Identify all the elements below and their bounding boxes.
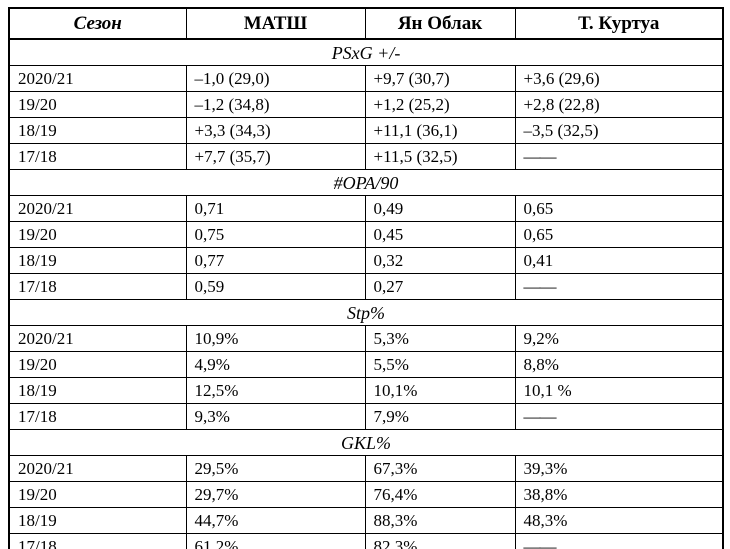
header-matsh: МАТШ [185,7,366,40]
section-header-row: GKL% [8,429,724,456]
value-cell: 0,59 [185,273,366,300]
section-title: #OPA/90 [8,169,724,196]
value-cell: +11,1 (36,1) [364,117,516,144]
value-cell: +11,5 (32,5) [364,143,516,170]
section-title: Stp% [8,299,724,326]
no-data-dash: —— [514,273,724,300]
value-cell: 0,32 [364,247,516,274]
table-row: 18/19 0,77 0,32 0,41 [8,247,724,274]
table-row: 19/20 –1,2 (34,8) +1,2 (25,2) +2,8 (22,8… [8,91,724,118]
value-cell: 10,1% [364,377,516,404]
value-cell: +2,8 (22,8) [514,91,724,118]
table-row: 19/20 0,75 0,45 0,65 [8,221,724,248]
season-cell: 19/20 [8,91,187,118]
section-header-row: #OPA/90 [8,169,724,196]
season-cell: 2020/21 [8,325,187,352]
header-season: Сезон [8,7,187,40]
value-cell: –1,2 (34,8) [185,91,366,118]
season-cell: 19/20 [8,481,187,508]
value-cell: +3,6 (29,6) [514,65,724,92]
value-cell: 10,9% [185,325,366,352]
no-data-dash: —— [514,143,724,170]
season-cell: 18/19 [8,247,187,274]
section-header-row: Stp% [8,299,724,326]
value-cell: +7,7 (35,7) [185,143,366,170]
table-row: 17/18 9,3% 7,9% —— [8,403,724,430]
table-row: 19/20 29,7% 76,4% 38,8% [8,481,724,508]
value-cell: 76,4% [364,481,516,508]
season-cell: 2020/21 [8,65,187,92]
table-row: 17/18 +7,7 (35,7) +11,5 (32,5) —— [8,143,724,170]
value-cell: +9,7 (30,7) [364,65,516,92]
value-cell: 12,5% [185,377,366,404]
value-cell: 44,7% [185,507,366,534]
header-row: Сезон МАТШ Ян Облак Т. Куртуа [8,7,724,40]
season-cell: 18/19 [8,377,187,404]
table-row: 17/18 61,2% 82,3% —— [8,533,724,549]
no-data-dash: —— [514,403,724,430]
header-kurtua: Т. Куртуа [514,7,724,40]
value-cell: 67,3% [364,455,516,482]
section-title: GKL% [8,429,724,456]
value-cell: 7,9% [364,403,516,430]
value-cell: 5,5% [364,351,516,378]
value-cell: 9,2% [514,325,724,352]
value-cell: +1,2 (25,2) [364,91,516,118]
season-cell: 19/20 [8,351,187,378]
value-cell: 0,45 [364,221,516,248]
season-cell: 2020/21 [8,455,187,482]
season-cell: 18/19 [8,117,187,144]
season-cell: 17/18 [8,533,187,549]
value-cell: 39,3% [514,455,724,482]
season-cell: 17/18 [8,143,187,170]
table-row: 18/19 +3,3 (34,3) +11,1 (36,1) –3,5 (32,… [8,117,724,144]
value-cell: 0,65 [514,221,724,248]
value-cell: +3,3 (34,3) [185,117,366,144]
table-row: 18/19 12,5% 10,1% 10,1 % [8,377,724,404]
season-cell: 17/18 [8,273,187,300]
season-cell: 17/18 [8,403,187,430]
value-cell: 9,3% [185,403,366,430]
value-cell: 0,71 [185,195,366,222]
value-cell: 29,7% [185,481,366,508]
value-cell: 61,2% [185,533,366,549]
value-cell: 0,49 [364,195,516,222]
value-cell: 0,65 [514,195,724,222]
no-data-dash: —— [514,533,724,549]
value-cell: 5,3% [364,325,516,352]
season-cell: 19/20 [8,221,187,248]
value-cell: 29,5% [185,455,366,482]
table-row: 17/18 0,59 0,27 —— [8,273,724,300]
section-title: PSxG +/- [8,38,724,66]
value-cell: 10,1 % [514,377,724,404]
season-cell: 18/19 [8,507,187,534]
value-cell: 0,75 [185,221,366,248]
table-row: 19/20 4,9% 5,5% 8,8% [8,351,724,378]
table-row: 2020/21 0,71 0,49 0,65 [8,195,724,222]
value-cell: 82,3% [364,533,516,549]
value-cell: 8,8% [514,351,724,378]
table-row: 2020/21 29,5% 67,3% 39,3% [8,455,724,482]
table-row: 2020/21 –1,0 (29,0) +9,7 (30,7) +3,6 (29… [8,65,724,92]
section-header-row: PSxG +/- [8,38,724,66]
header-oblak: Ян Облак [364,7,516,40]
value-cell: 4,9% [185,351,366,378]
value-cell: –1,0 (29,0) [185,65,366,92]
value-cell: 0,41 [514,247,724,274]
value-cell: 88,3% [364,507,516,534]
value-cell: –3,5 (32,5) [514,117,724,144]
value-cell: 0,27 [364,273,516,300]
goalkeeper-stats-table: Сезон МАТШ Ян Облак Т. Куртуа PSxG +/- 2… [8,7,724,549]
value-cell: 0,77 [185,247,366,274]
table-row: 2020/21 10,9% 5,3% 9,2% [8,325,724,352]
season-cell: 2020/21 [8,195,187,222]
value-cell: 48,3% [514,507,724,534]
value-cell: 38,8% [514,481,724,508]
table-row: 18/19 44,7% 88,3% 48,3% [8,507,724,534]
